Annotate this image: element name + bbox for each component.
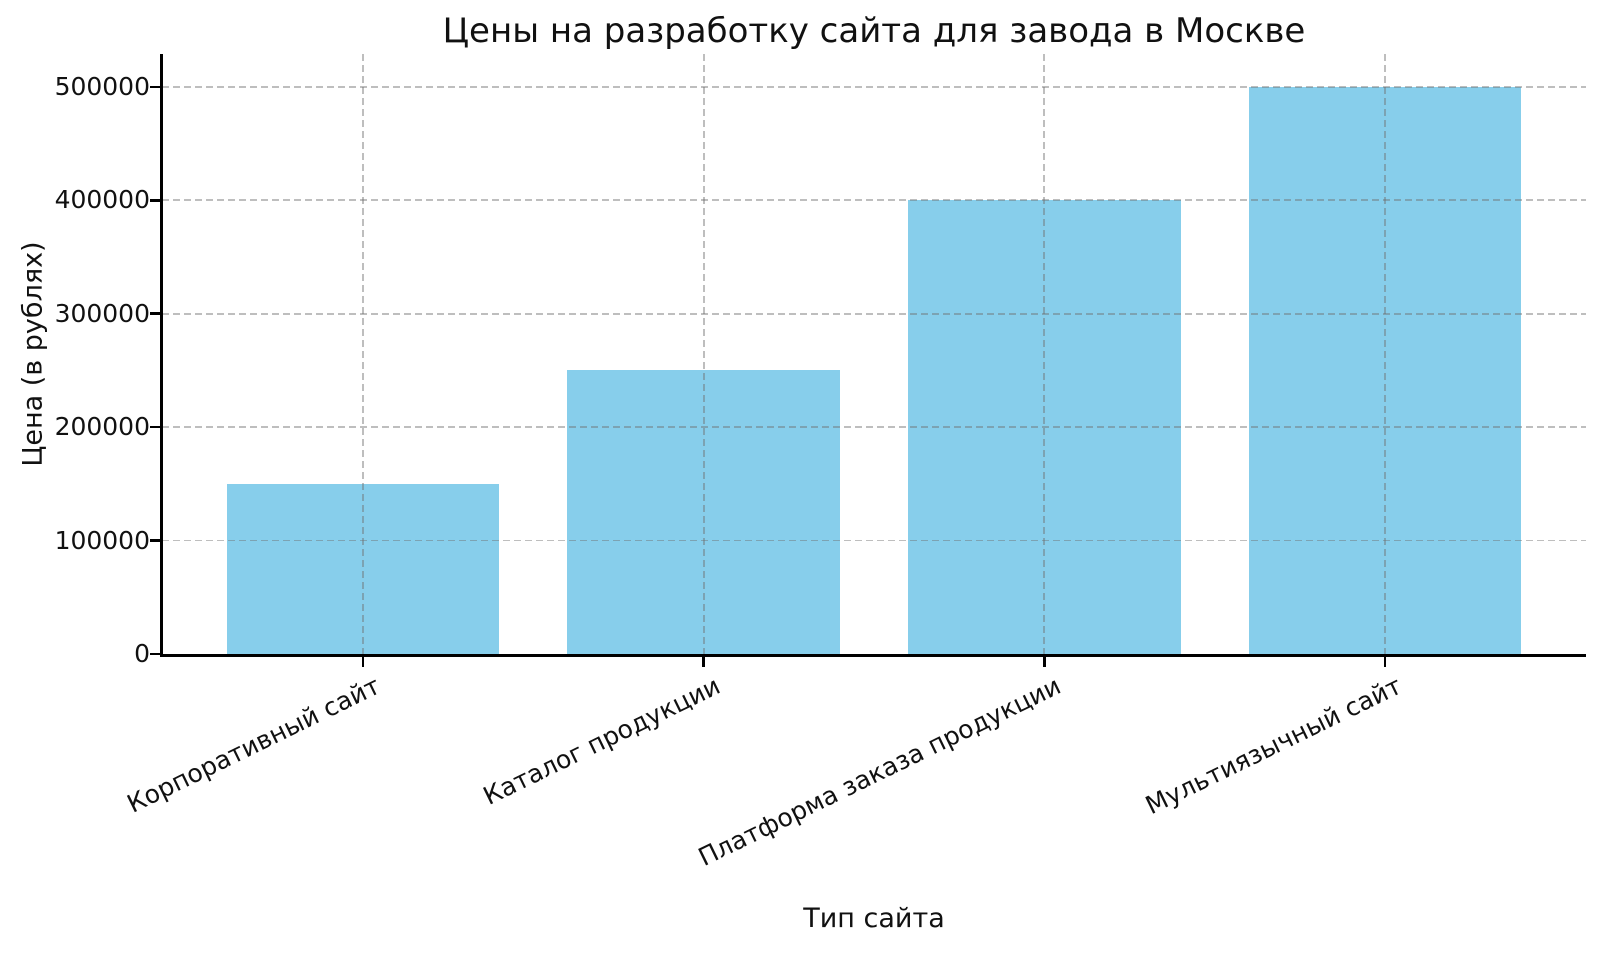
plot-area	[162, 54, 1586, 654]
left-spine	[159, 54, 163, 657]
x-tick	[361, 657, 365, 667]
x-tick	[1043, 657, 1046, 667]
x-tick-label: Платформа заказа продукции	[694, 670, 1066, 872]
bottom-spine	[159, 654, 1586, 657]
chart-title: Цены на разработку сайта для завода в Мо…	[442, 11, 1306, 51]
y-axis-label: Цена (в рублях)	[17, 241, 49, 467]
y-tick	[150, 312, 160, 315]
x-tick	[702, 657, 705, 667]
y-tick-label: 400000	[54, 185, 150, 215]
y-tick	[150, 652, 160, 656]
x-tick-label: Мультиязычный сайт	[1140, 670, 1407, 821]
y-tick	[150, 539, 160, 542]
y-tick-label: 300000	[54, 298, 150, 328]
x-tick	[1383, 657, 1387, 667]
y-tick-label: 100000	[54, 525, 150, 555]
bar	[226, 483, 500, 654]
y-tick-label: 200000	[54, 412, 150, 442]
y-tick	[150, 85, 160, 89]
y-tick	[150, 199, 160, 202]
y-tick-label: 500000	[54, 71, 150, 101]
bar	[1248, 86, 1522, 654]
x-tick-label: Каталог продукции	[478, 670, 725, 811]
bar	[908, 200, 1181, 654]
bar	[567, 370, 840, 654]
y-tick-label: 0	[134, 639, 150, 668]
x-tick-label: Корпоративный сайт	[122, 670, 385, 819]
x-axis-label: Тип сайта	[803, 903, 945, 934]
y-tick	[150, 425, 160, 429]
